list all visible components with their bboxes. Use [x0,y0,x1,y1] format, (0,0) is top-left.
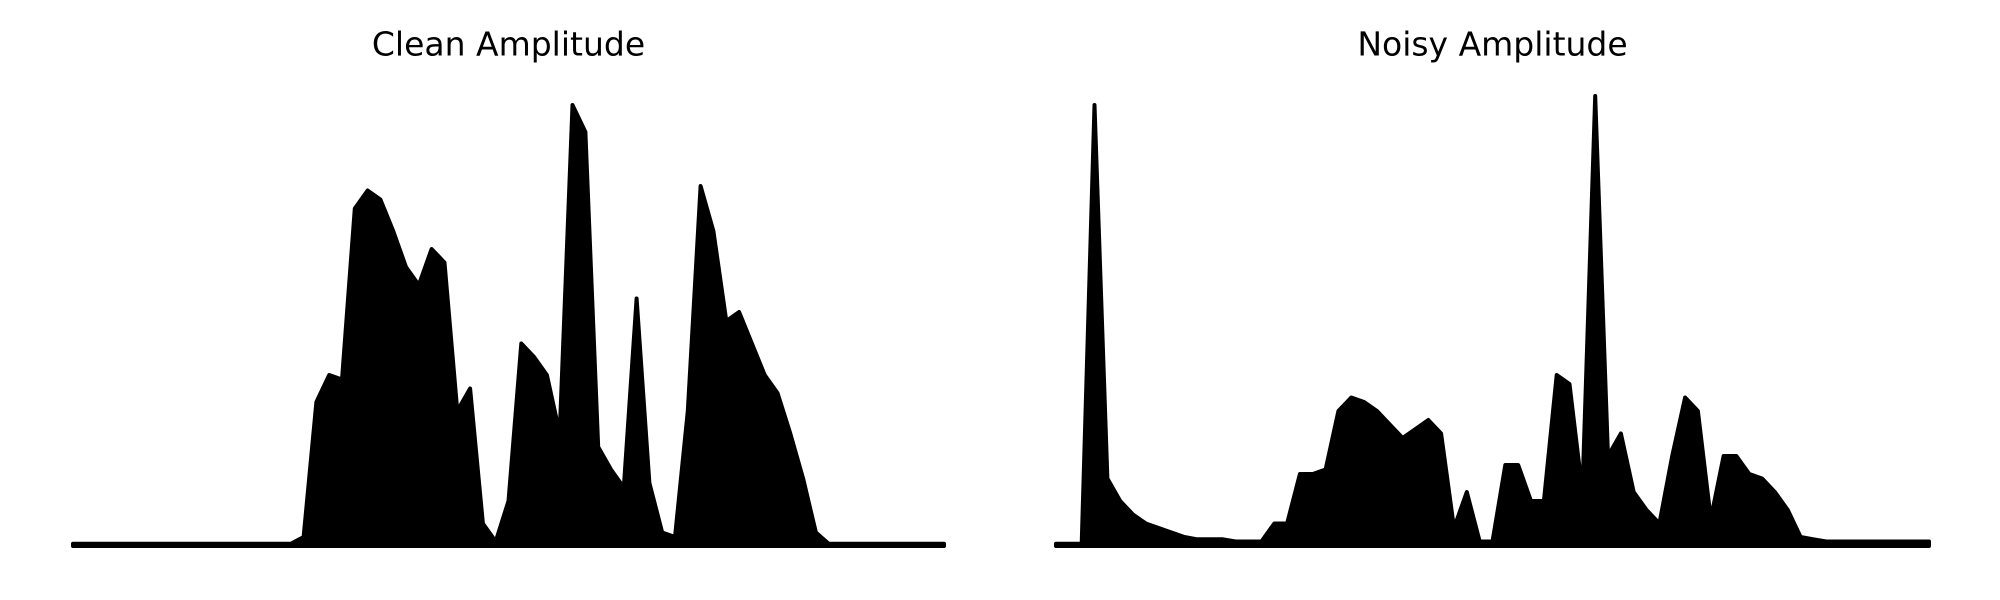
chart-title: Clean Amplitude [372,25,645,64]
amplitude-area [1054,94,1931,548]
chart-title: Noisy Amplitude [1357,25,1627,64]
amplitude-area [71,103,946,548]
